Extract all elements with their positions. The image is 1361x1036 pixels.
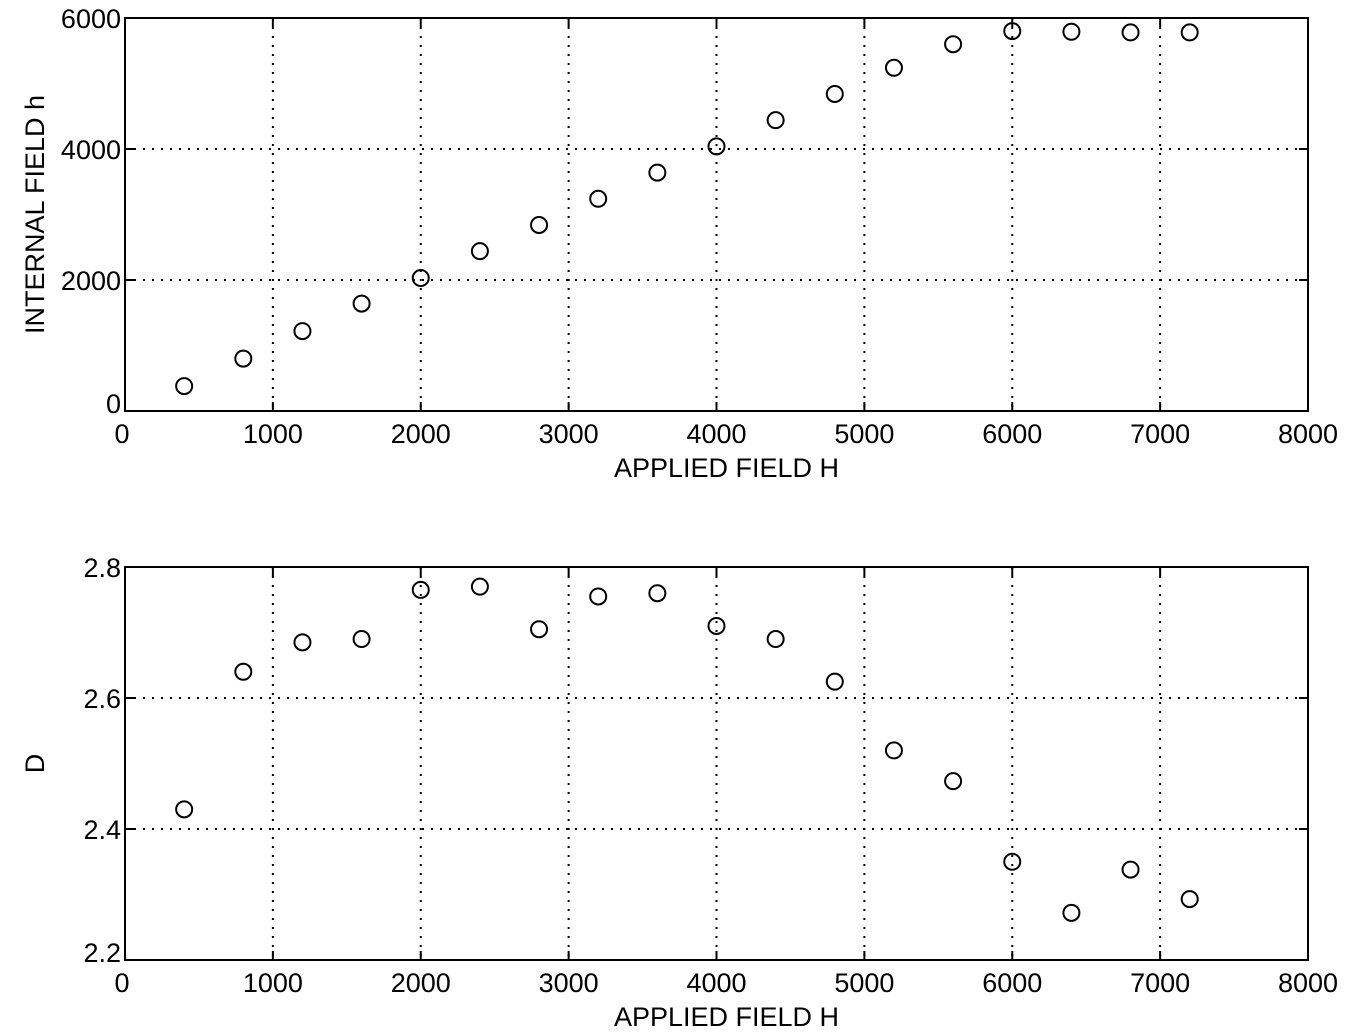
y-tick-label: 2.6 [83,684,121,714]
x-axis-label: APPLIED FIELD H [614,453,839,483]
y-axis-label: D [20,754,50,774]
y-tick-label: 2.2 [83,938,121,968]
y-tick-label: 0 [106,389,121,419]
data-point [411,269,430,288]
x-tick-label: 7000 [1130,419,1190,449]
x-tick-label: 4000 [686,419,746,449]
x-tick-label: 0 [114,419,129,449]
data-point [648,584,667,603]
data-point [825,84,844,103]
x-tick-label: 6000 [982,419,1042,449]
data-point [1003,22,1022,41]
x-tick-label: 1000 [243,419,303,449]
x-tick-label: 6000 [982,968,1042,998]
demagnetization-chart: 0 1000 2000 3000 4000 5000 6000 7000 8000 2.2 2.4 2… [20,553,1338,1032]
x-tick-label: 2000 [391,968,451,998]
data-point [352,630,371,649]
x-tick-label: 8000 [1278,968,1338,998]
data-point [589,189,608,208]
data-point [1062,903,1081,922]
data-point [234,349,253,368]
data-point [352,294,371,313]
y-axis-label: INTERNAL FIELD h [20,95,50,334]
data-point [944,35,963,54]
data-point [766,630,785,649]
data-point [884,58,903,77]
data-point [1003,852,1022,871]
data-point [1121,860,1140,879]
data-point [411,580,430,599]
y-tick-label: 6000 [61,4,121,34]
data-point [589,587,608,606]
x-tick-label: 2000 [391,419,451,449]
data-point [1180,23,1199,42]
x-axis-label: APPLIED FIELD H [614,1002,839,1032]
y-tick-label: 2.8 [83,553,121,583]
data-point [707,137,726,156]
data-point [884,741,903,760]
data-point [293,633,312,652]
internal-field-chart: 0 1000 2000 3000 4000 5000 6000 7000 8000 0 2000 40… [20,4,1338,483]
y-tick-label: 2000 [61,266,121,296]
data-point [530,215,549,234]
y-tick-label: 2.4 [83,815,121,845]
x-tick-label: 7000 [1130,968,1190,998]
data-point [707,616,726,635]
y-tick-label: 4000 [61,135,121,165]
data-point [175,377,194,396]
data-point [470,242,489,261]
data-point [825,672,844,691]
data-point [944,772,963,791]
x-tick-label: 5000 [834,419,894,449]
data-point [1062,22,1081,41]
x-tick-label: 3000 [539,419,599,449]
x-tick-label: 4000 [686,968,746,998]
data-point [293,322,312,341]
x-tick-label: 3000 [539,968,599,998]
data-point [530,620,549,639]
data-point [234,662,253,681]
x-tick-label: 5000 [834,968,894,998]
x-tick-label: 1000 [243,968,303,998]
data-point [175,800,194,819]
data-point [470,577,489,596]
data-point [1180,890,1199,909]
x-tick-label: 0 [114,968,129,998]
data-point [766,111,785,130]
x-tick-label: 8000 [1278,419,1338,449]
data-point [1121,23,1140,42]
data-point [648,163,667,182]
